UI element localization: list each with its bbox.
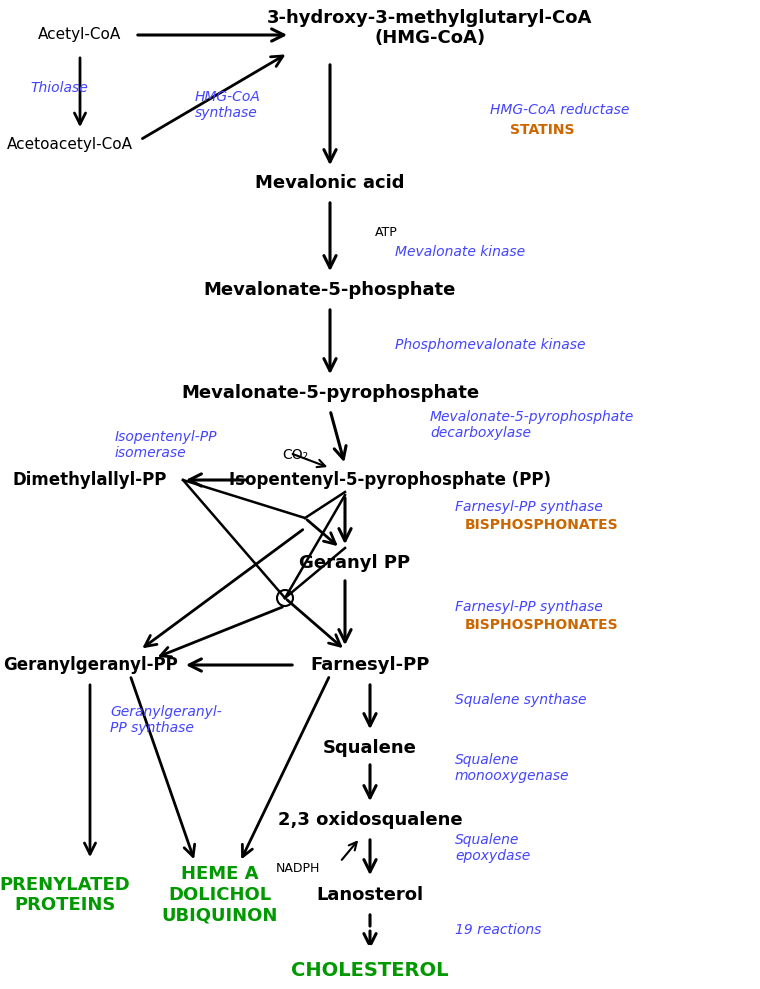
Text: Isopentenyl-5-pyrophosphate (PP): Isopentenyl-5-pyrophosphate (PP) (229, 471, 551, 489)
Text: Farnesyl-PP synthase: Farnesyl-PP synthase (455, 500, 603, 514)
Text: STATINS: STATINS (510, 123, 575, 137)
Text: Mevalonate-5-pyrophosphate
decarboxylase: Mevalonate-5-pyrophosphate decarboxylase (430, 409, 635, 440)
Text: HMG-CoA
synthase: HMG-CoA synthase (195, 90, 261, 120)
Text: Acetoacetyl-CoA: Acetoacetyl-CoA (7, 137, 133, 152)
Text: Squalene: Squalene (323, 739, 417, 757)
Text: Geranylgeranyl-PP: Geranylgeranyl-PP (2, 656, 177, 674)
Text: NADPH: NADPH (276, 861, 320, 874)
Text: 2,3 oxidosqualene: 2,3 oxidosqualene (277, 811, 462, 829)
Text: Mevalonate-5-phosphate: Mevalonate-5-phosphate (204, 281, 456, 299)
Text: HEME A
DOLICHOL
UBIQUINON: HEME A DOLICHOL UBIQUINON (162, 865, 278, 925)
Text: Lanosterol: Lanosterol (316, 886, 423, 904)
Text: Dimethylallyl-PP: Dimethylallyl-PP (13, 471, 167, 489)
Text: Isopentenyl-PP
isomerase: Isopentenyl-PP isomerase (115, 430, 217, 460)
Text: BISPHOSPHONATES: BISPHOSPHONATES (465, 518, 619, 532)
Text: Farnesyl-PP synthase: Farnesyl-PP synthase (455, 600, 603, 614)
Text: Squalene
epoxydase: Squalene epoxydase (455, 833, 530, 863)
Text: Squalene
monooxygenase: Squalene monooxygenase (455, 753, 569, 783)
Text: Mevalonic acid: Mevalonic acid (255, 174, 405, 192)
Text: Geranyl PP: Geranyl PP (299, 554, 410, 572)
Text: Phosphomevalonate kinase: Phosphomevalonate kinase (395, 338, 585, 352)
Text: 19 reactions: 19 reactions (455, 923, 541, 937)
Text: ATP: ATP (375, 225, 397, 238)
Text: 3-hydroxy-3-methylglutaryl-CoA
(HMG-CoA): 3-hydroxy-3-methylglutaryl-CoA (HMG-CoA) (268, 9, 593, 47)
Text: PRENYLATED
PROTEINS: PRENYLATED PROTEINS (0, 875, 131, 915)
Text: Thiolase: Thiolase (30, 81, 87, 95)
Text: Mevalonate-5-pyrophosphate: Mevalonate-5-pyrophosphate (181, 384, 479, 402)
Text: BISPHOSPHONATES: BISPHOSPHONATES (465, 618, 619, 632)
Text: Acetyl-CoA: Acetyl-CoA (38, 28, 122, 43)
Text: Geranylgeranyl-
PP synthase: Geranylgeranyl- PP synthase (110, 705, 222, 735)
Text: CO₂: CO₂ (282, 448, 308, 462)
Text: HMG-CoA reductase: HMG-CoA reductase (490, 103, 629, 117)
Text: Mevalonate kinase: Mevalonate kinase (395, 245, 525, 259)
Text: CHOLESTEROL: CHOLESTEROL (291, 960, 448, 979)
Text: Farnesyl-PP: Farnesyl-PP (310, 656, 429, 674)
Text: Squalene synthase: Squalene synthase (455, 693, 587, 707)
